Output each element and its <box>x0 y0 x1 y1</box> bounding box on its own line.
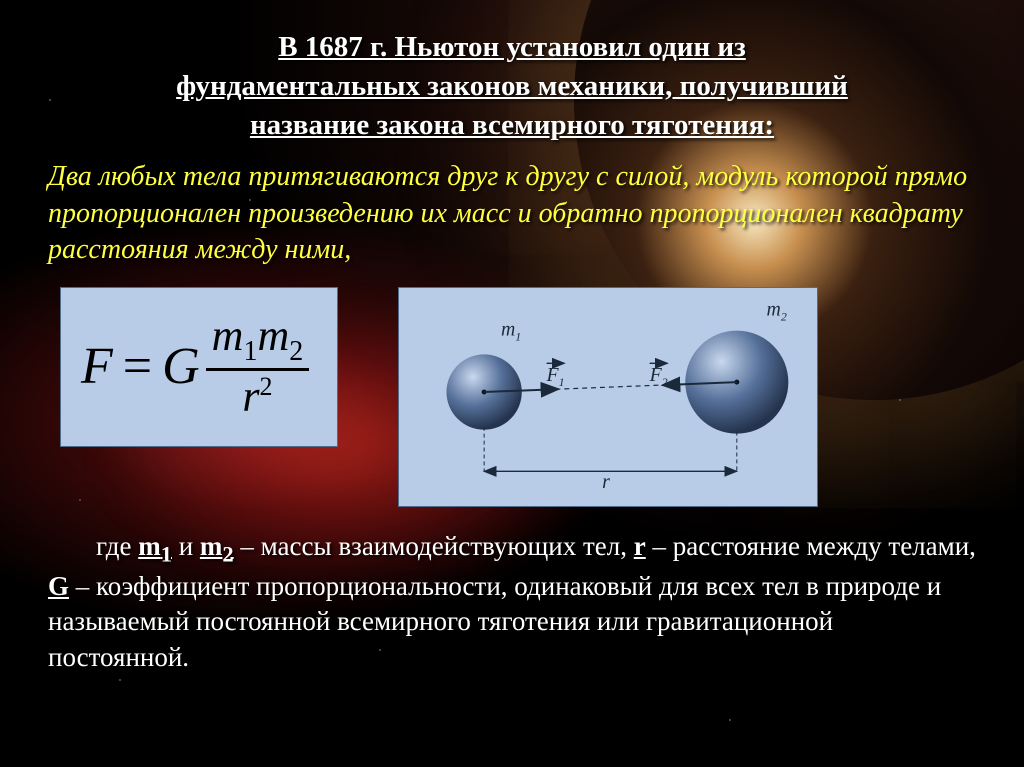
panels-row: F = G m1m2 r2 <box>48 287 976 507</box>
heading: В 1687 г. Ньютон установил один из фунда… <box>48 28 976 145</box>
formula-numerator: m1m2 <box>206 313 310 371</box>
var-G: G <box>48 571 69 601</box>
label-r: r <box>602 471 610 493</box>
law-statement: Два любых тела притягиваются друг к друг… <box>48 159 976 268</box>
label-m2: m2 <box>767 298 787 323</box>
var-r: r <box>634 531 646 561</box>
formula-equals: = <box>123 337 152 396</box>
label-F2: F2 <box>649 364 668 389</box>
diagram-panel: m1 m2 F1 F2 r <box>398 287 818 507</box>
gravitation-diagram: m1 m2 F1 F2 r <box>399 288 817 506</box>
formula-fraction: m1m2 r2 <box>206 313 310 420</box>
var-m2: m2 <box>200 531 234 561</box>
heading-line3: название закона всемирного тяготения: <box>250 109 774 141</box>
var-m1: m1 <box>138 531 172 561</box>
explanation-text: где m1 и m2 – массы взаимодействующих те… <box>48 529 976 676</box>
formula-denominator: r2 <box>242 371 272 420</box>
slide-content: В 1687 г. Ньютон установил один из фунда… <box>0 0 1024 767</box>
formula-G: G <box>162 337 200 396</box>
label-m1: m1 <box>501 318 521 343</box>
heading-line1: В 1687 г. Ньютон установил один из <box>278 31 746 63</box>
gravitation-formula: F = G m1m2 r2 <box>81 313 309 420</box>
heading-line2: фундаментальных законов механики, получи… <box>176 70 848 102</box>
label-F1: F1 <box>546 364 565 389</box>
formula-panel: F = G m1m2 r2 <box>60 287 338 447</box>
formula-F: F <box>81 337 113 396</box>
